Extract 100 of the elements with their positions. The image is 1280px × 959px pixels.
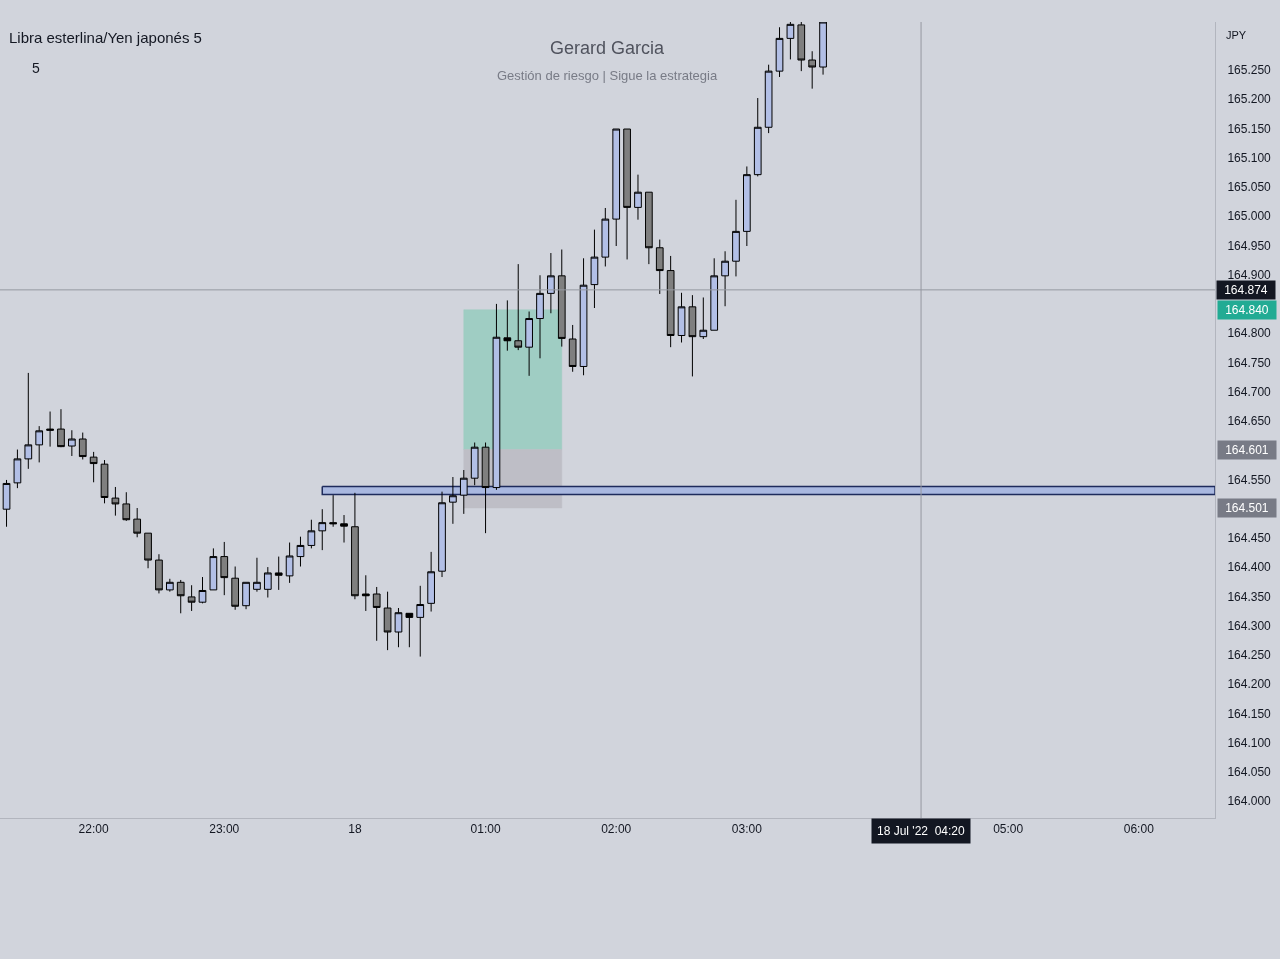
- y-tick-label: 165.250: [1227, 63, 1272, 78]
- candlestick: [590, 229, 599, 309]
- candlestick: [568, 324, 577, 373]
- candlestick: [242, 581, 250, 610]
- candlestick: [775, 26, 784, 78]
- candlestick: [78, 432, 87, 460]
- ref-line-label: 164.874: [1224, 283, 1268, 297]
- candlestick: [46, 411, 54, 448]
- text: Libra esterlina/Yen japonés 5: [9, 29, 202, 47]
- candlestick: [547, 252, 555, 314]
- annotation: Gerard Garcia: [550, 38, 666, 58]
- candlestick: [721, 250, 729, 307]
- y-tick-label: 165.050: [1227, 180, 1272, 195]
- y-tick-label: 164.300: [1227, 618, 1272, 633]
- x-tick-label: 01:00: [470, 822, 501, 837]
- candlestick: [786, 22, 795, 60]
- candlestick: [263, 566, 272, 599]
- candlestick: [808, 50, 817, 90]
- candlestick: [405, 612, 414, 648]
- candlestick: [797, 22, 806, 72]
- text: 164.501: [1225, 501, 1269, 515]
- y-tick-label: 164.400: [1227, 560, 1272, 575]
- y-tick-label: 164.950: [1227, 238, 1272, 253]
- y-tick-label: 165.150: [1227, 121, 1272, 136]
- y-tick-label: 164.250: [1227, 648, 1272, 663]
- candlestick: [340, 514, 348, 544]
- candlestick: [165, 578, 174, 593]
- y-tick-label: 164.900: [1227, 267, 1272, 282]
- y-tick-label: 164.350: [1227, 589, 1272, 604]
- candlestick: [111, 486, 120, 517]
- candlestick: [481, 442, 490, 534]
- candlestick: [753, 97, 762, 177]
- candlestick: [133, 507, 142, 538]
- candlestick: [470, 442, 479, 486]
- candlestick: [209, 547, 218, 591]
- y-tick-label: 164.700: [1227, 384, 1272, 399]
- candlestick: [557, 249, 566, 348]
- y-tick-label: 164.050: [1227, 765, 1272, 779]
- candlestick: [688, 294, 697, 377]
- x-tick-label: 02:00: [601, 822, 632, 837]
- candlestick: [655, 239, 664, 295]
- y-tick-label: 164.800: [1227, 326, 1272, 341]
- candlestick: [634, 174, 642, 221]
- candlestick: [623, 128, 631, 260]
- y-tick-label: 164.550: [1227, 472, 1272, 487]
- y-tick-label: 164.750: [1227, 355, 1272, 370]
- x-tick-label: 03:00: [731, 822, 763, 837]
- candlestick: [144, 532, 152, 569]
- y-tick-label: 165.000: [1227, 209, 1272, 224]
- candlestick: [416, 585, 425, 658]
- text: 164.601: [1225, 443, 1269, 457]
- text: 164.840: [1225, 303, 1269, 317]
- y-tick-label: 164.150: [1227, 706, 1272, 721]
- candlestick: [198, 576, 207, 604]
- y-tick-label: 164.650: [1227, 414, 1272, 429]
- candlestick: [579, 257, 588, 376]
- candlestick: [514, 263, 523, 351]
- candlestick: [764, 64, 773, 134]
- y-tick-label: 164.450: [1227, 531, 1272, 546]
- candlestick: [155, 553, 163, 594]
- candlestick: [645, 191, 653, 265]
- candlestick: [220, 541, 229, 596]
- candlestick: [601, 207, 610, 267]
- candlestick: [68, 429, 76, 457]
- candlestick: [122, 491, 131, 522]
- candlestick: [176, 579, 185, 614]
- annotation: 5: [32, 60, 40, 76]
- candlestick: [666, 255, 675, 348]
- candlestick: [383, 591, 392, 651]
- candlestick: [35, 425, 44, 463]
- candlestick: [13, 449, 22, 489]
- y-tick-label: 164.200: [1227, 677, 1272, 692]
- candlestick: [329, 494, 337, 528]
- annotation: Gestión de riesgo | Sigue la estrategia: [497, 68, 718, 83]
- candlestick: [732, 199, 740, 277]
- x-tick-label: 05:00: [993, 822, 1024, 837]
- candlestick: [24, 372, 33, 470]
- candlestick: [819, 22, 827, 76]
- candlestick: [361, 574, 370, 612]
- x-tick-label: 18: [348, 822, 362, 837]
- candlestick: [503, 299, 512, 352]
- candlestick: [231, 566, 240, 611]
- candlestick: [536, 274, 544, 359]
- candlestick: [699, 296, 708, 340]
- candlestick: [372, 586, 381, 642]
- candlestick: [100, 459, 109, 504]
- candlestick: [253, 557, 261, 593]
- candlestick: [427, 551, 435, 613]
- candlestick: [710, 257, 719, 331]
- candlestick: [525, 311, 533, 377]
- candlestick: [296, 536, 305, 568]
- y-tick-label: 165.200: [1227, 92, 1272, 107]
- candlestick: [2, 479, 11, 528]
- candlestick: [612, 128, 621, 247]
- candlestick: [307, 519, 316, 549]
- y-tick-label: 164.100: [1227, 735, 1272, 750]
- y-tick-label: 165.100: [1227, 150, 1272, 165]
- candlestick: [394, 607, 403, 648]
- candlestick: [274, 556, 283, 591]
- candlestick: [285, 542, 294, 584]
